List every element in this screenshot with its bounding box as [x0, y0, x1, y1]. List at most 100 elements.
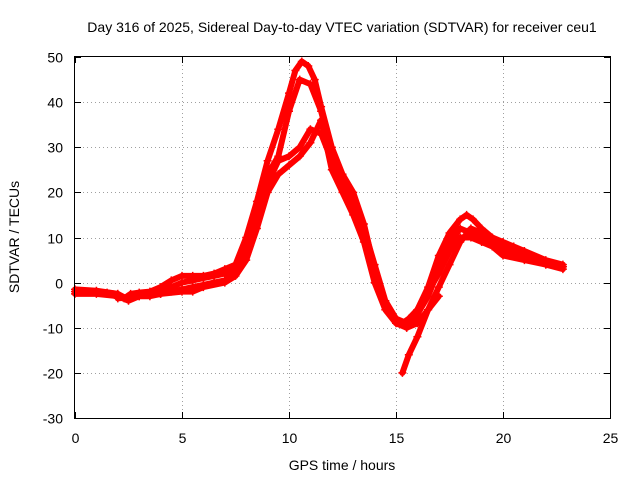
data-point: [466, 224, 475, 233]
data-point: [445, 238, 454, 246]
data-point: [488, 233, 497, 242]
data-point: [424, 305, 433, 314]
data-point: [392, 319, 400, 328]
y-tick-label: 50: [47, 50, 63, 66]
data-point: [199, 283, 208, 292]
data-point: [291, 66, 300, 75]
data-point: [285, 89, 293, 98]
data-point: [274, 170, 283, 179]
data-point: [466, 233, 475, 242]
plot-frame: [74, 56, 611, 419]
data-point: [220, 269, 229, 278]
data-point: [445, 229, 454, 237]
axis-ticks: 0 5 10 15 20 25 -30 -20 -10 0 10 20 30 40 50: [43, 50, 619, 447]
data-point: [413, 305, 422, 314]
data-point: [477, 238, 486, 246]
data-point: [306, 138, 315, 147]
data-point: [370, 278, 379, 287]
data-point: [188, 276, 197, 285]
data-point: [541, 256, 550, 265]
data-point: [188, 287, 197, 296]
series-trace-e: [398, 224, 567, 377]
data-point: [252, 224, 261, 233]
data-point: [469, 215, 477, 224]
x-tick-label: 0: [72, 430, 80, 446]
data-point: [424, 287, 433, 296]
x-axis-label: GPS time / hours: [289, 457, 396, 473]
y-tick-label: -20: [43, 366, 63, 382]
data-point: [349, 210, 358, 219]
y-tick-label: 0: [55, 276, 63, 292]
data-point: [456, 238, 465, 246]
data-point: [499, 251, 507, 260]
data-point: [178, 287, 186, 296]
grid-lines: [75, 57, 610, 418]
data-series: [71, 57, 567, 377]
data-point: [210, 271, 219, 280]
data-point: [499, 238, 507, 246]
data-point: [434, 283, 443, 292]
y-tick-label: 30: [47, 140, 63, 156]
data-point: [359, 238, 368, 246]
x-tick-label: 25: [603, 430, 619, 446]
data-point: [456, 224, 465, 233]
data-point: [156, 289, 165, 298]
data-point: [297, 57, 306, 66]
data-point: [317, 116, 326, 125]
data-point: [310, 75, 319, 84]
data-point: [306, 80, 315, 89]
data-point: [167, 276, 176, 285]
data-point: [220, 278, 229, 287]
data-point: [285, 161, 293, 170]
y-tick-label: 20: [47, 185, 63, 201]
data-point: [263, 156, 272, 165]
data-point: [462, 210, 471, 219]
data-point: [398, 368, 407, 377]
data-point: [178, 271, 186, 280]
data-point: [445, 247, 454, 255]
data-point: [413, 332, 422, 341]
data-point: [199, 274, 208, 283]
y-tick-label: -10: [43, 321, 63, 337]
chart-title: Day 316 of 2025, Sidereal Day-to-day VTE…: [87, 19, 597, 35]
data-point: [520, 256, 529, 265]
y-axis-label: SDTVAR / TECUs: [6, 181, 22, 293]
data-point: [113, 294, 122, 303]
series-trace: [72, 58, 566, 327]
data-point: [477, 229, 486, 237]
x-tick-label: 10: [282, 430, 298, 446]
data-point: [135, 292, 144, 301]
data-point: [231, 271, 240, 280]
y-tick-label: 40: [47, 95, 63, 111]
data-point: [285, 107, 293, 116]
data-point: [274, 156, 283, 165]
data-point: [456, 215, 465, 224]
data-point: [178, 278, 186, 287]
data-point: [242, 256, 251, 265]
x-tick-label: 20: [496, 430, 512, 446]
data-point: [274, 125, 283, 134]
data-point: [338, 188, 347, 197]
data-point: [295, 75, 304, 84]
data-point: [488, 242, 497, 251]
y-tick-label: 10: [47, 231, 63, 247]
data-point: [92, 289, 101, 298]
data-point: [327, 165, 336, 174]
data-point: [404, 350, 413, 359]
data-point: [381, 305, 390, 314]
data-point: [295, 152, 304, 161]
x-tick-label: 5: [179, 430, 187, 446]
data-point: [520, 247, 529, 255]
data-point: [304, 62, 313, 70]
data-point: [509, 242, 518, 251]
data-point: [306, 125, 315, 134]
data-point: [445, 260, 454, 269]
y-tick-label: -30: [43, 411, 63, 427]
data-point: [317, 107, 326, 116]
data-point: [558, 260, 567, 269]
data-point: [285, 152, 293, 161]
data-point: [263, 188, 272, 197]
data-point: [295, 143, 304, 152]
data-point: [434, 269, 443, 278]
